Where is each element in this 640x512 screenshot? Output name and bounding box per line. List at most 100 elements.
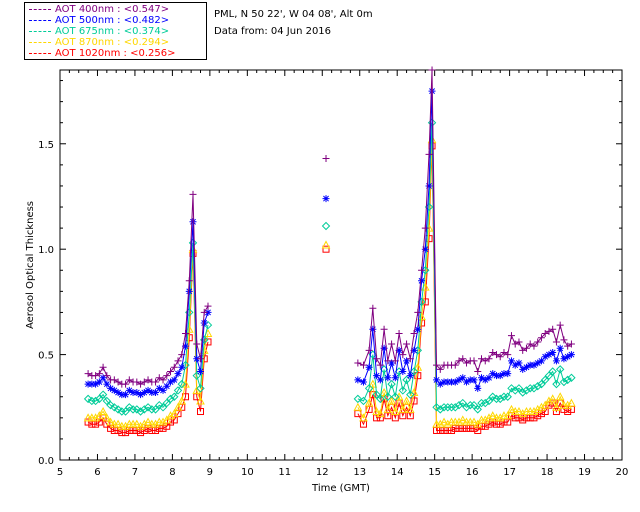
data-point	[166, 394, 175, 404]
legend-label-870nm: AOT 870nm : <0.294>	[55, 37, 170, 48]
legend-label-400nm: AOT 400nm : <0.547>	[55, 4, 170, 15]
data-point	[448, 378, 456, 386]
data-point	[439, 403, 449, 412]
x-tick-label: 8	[169, 467, 175, 478]
y-axis-label: Aerosol Optical Thickness	[25, 201, 36, 329]
series-aot-675nm	[353, 118, 576, 414]
data-point	[84, 370, 92, 378]
legend-line-500nm	[29, 20, 51, 21]
data-point	[117, 407, 127, 416]
data-point	[451, 378, 459, 386]
data-point	[189, 190, 197, 198]
data-point	[322, 245, 330, 253]
data-point	[151, 405, 160, 414]
data-point	[552, 402, 561, 411]
x-tick-label: 18	[541, 467, 554, 478]
data-point	[91, 396, 100, 406]
data-point	[140, 378, 148, 386]
data-point	[125, 376, 133, 384]
data-point	[197, 355, 204, 363]
data-point	[99, 374, 107, 382]
data-point	[414, 308, 422, 316]
data-point	[567, 398, 576, 407]
data-point	[514, 384, 524, 393]
data-point	[458, 398, 467, 408]
data-point	[353, 402, 363, 411]
data-point	[518, 409, 528, 418]
x-tick-label: 5	[57, 467, 63, 478]
data-point	[110, 403, 119, 412]
x-tick-label: 19	[578, 467, 591, 478]
data-point	[418, 277, 426, 285]
legend-line-1020nm	[29, 53, 51, 54]
legend-label-500nm: AOT 500nm : <0.482>	[55, 15, 170, 26]
data-point	[458, 415, 468, 424]
data-point	[447, 403, 456, 412]
data-point	[148, 389, 156, 397]
data-point	[91, 413, 100, 422]
axis-ticks: 5 6 7 8 9 10 11 12 13 14 15 16 17 18 19 20 0.0 0.5 1.0 1.5	[38, 70, 628, 478]
data-point	[518, 388, 527, 397]
data-point	[436, 380, 444, 388]
data-point	[444, 378, 452, 386]
data-point	[413, 362, 423, 371]
data-point	[563, 400, 573, 409]
data-point	[166, 411, 175, 420]
data-point	[529, 406, 539, 416]
data-point	[418, 266, 426, 274]
data-point	[515, 338, 523, 346]
data-point	[455, 376, 463, 384]
data-point	[421, 298, 429, 306]
data-point	[559, 377, 569, 387]
data-point	[98, 390, 108, 399]
data-point	[500, 348, 508, 356]
data-point	[107, 384, 115, 392]
data-point	[106, 400, 115, 410]
data-point	[354, 376, 362, 384]
data-point	[184, 324, 194, 333]
y-tick-label: 1.0	[38, 245, 54, 256]
data-point	[92, 372, 100, 380]
data-point	[121, 421, 130, 430]
data-point	[132, 419, 142, 428]
x-tick-label: 10	[241, 467, 254, 478]
data-point	[178, 363, 186, 371]
data-point	[391, 374, 399, 382]
x-tick-label: 16	[466, 467, 479, 478]
data-point	[159, 376, 167, 384]
data-point	[121, 407, 130, 416]
x-tick-label: 6	[94, 467, 100, 478]
data-point	[436, 365, 444, 373]
data-point	[504, 351, 512, 359]
data-point	[151, 419, 160, 428]
data-point	[200, 319, 208, 327]
data-point	[170, 392, 179, 401]
data-point	[534, 359, 542, 367]
data-point	[390, 406, 400, 416]
data-point	[511, 386, 520, 395]
data-point	[544, 371, 554, 380]
data-point	[102, 396, 112, 406]
data-point	[406, 372, 414, 380]
data-point	[103, 380, 111, 388]
data-point	[428, 66, 436, 74]
x-tick-label: 20	[616, 467, 629, 478]
data-point	[564, 342, 572, 350]
series-aot-870nm	[321, 240, 331, 249]
data-point	[492, 372, 500, 380]
data-point	[322, 195, 330, 203]
data-point	[110, 376, 118, 384]
data-point	[122, 380, 130, 388]
data-point	[530, 342, 538, 350]
data-point	[192, 371, 201, 380]
legend-item-1020nm: AOT 1020nm : <0.256>	[29, 48, 175, 59]
data-point	[369, 325, 377, 333]
y-tick-label: 1.5	[38, 140, 54, 151]
data-point	[414, 372, 422, 380]
data-point	[398, 404, 408, 413]
data-point	[384, 374, 392, 382]
data-point	[469, 400, 479, 410]
series-aot-675nm	[83, 238, 213, 416]
data-point	[492, 394, 501, 404]
data-point	[376, 361, 384, 369]
